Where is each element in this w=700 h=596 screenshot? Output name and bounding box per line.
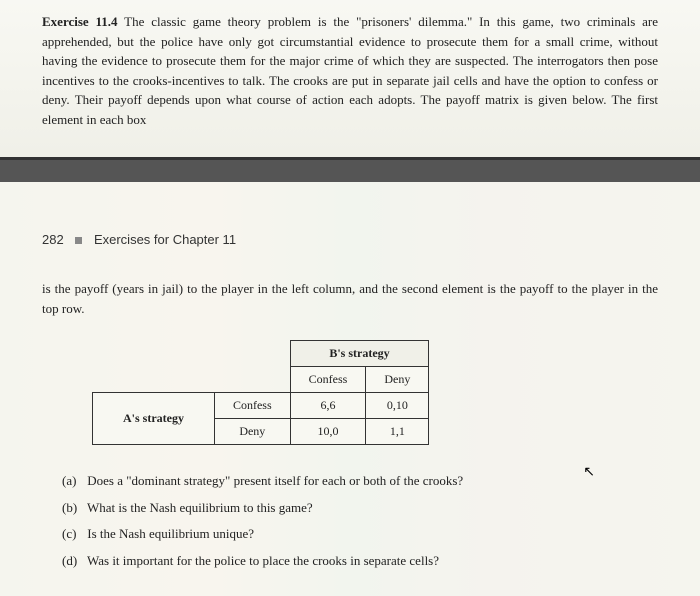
row-header: Deny	[214, 419, 290, 445]
question-label: (d)	[62, 549, 84, 574]
payoff-cell: 0,10	[366, 393, 429, 419]
table-row: Confess Deny	[93, 367, 429, 393]
question-item: (a) Does a "dominant strategy" present i…	[62, 469, 658, 494]
empty-cell	[214, 367, 290, 393]
col-group-header: B's strategy	[290, 341, 429, 367]
question-text: Was it important for the police to place…	[87, 553, 439, 568]
chapter-title: Exercises for Chapter 11	[94, 232, 236, 247]
col-header: Deny	[366, 367, 429, 393]
col-header: Confess	[290, 367, 366, 393]
question-label: (a)	[62, 469, 84, 494]
row-header: Confess	[214, 393, 290, 419]
payoff-cell: 10,0	[290, 419, 366, 445]
continuation-text: is the payoff (years in jail) to the pla…	[42, 279, 658, 318]
exercise-paragraph: Exercise 11.4 The classic game theory pr…	[42, 12, 658, 129]
question-item: (b) What is the Nash equilibrium to this…	[62, 496, 658, 521]
question-item: (c) Is the Nash equilibrium unique?	[62, 522, 658, 547]
empty-cell	[214, 341, 290, 367]
payoff-cell: 6,6	[290, 393, 366, 419]
square-bullet-icon	[75, 237, 82, 244]
empty-cell	[93, 367, 215, 393]
table-row: B's strategy	[93, 341, 429, 367]
question-text: What is the Nash equilibrium to this gam…	[87, 500, 313, 515]
exercise-label: Exercise 11.4	[42, 14, 118, 29]
payoff-cell: 1,1	[366, 419, 429, 445]
payoff-matrix-table: B's strategy Confess Deny A's strategy C…	[92, 340, 429, 445]
question-text: Is the Nash equilibrium unique?	[87, 526, 254, 541]
row-group-header: A's strategy	[93, 393, 215, 445]
top-page-section: Exercise 11.4 The classic game theory pr…	[0, 0, 700, 160]
question-label: (c)	[62, 522, 84, 547]
exercise-text: The classic game theory problem is the "…	[42, 14, 658, 127]
table-row: A's strategy Confess 6,6 0,10	[93, 393, 429, 419]
page-number: 282	[42, 232, 64, 247]
cursor-icon: ↖	[583, 464, 595, 481]
empty-cell	[93, 341, 215, 367]
question-text: Does a "dominant strategy" present itsel…	[87, 473, 463, 488]
question-label: (b)	[62, 496, 84, 521]
bottom-page-section: 282 Exercises for Chapter 11 is the payo…	[0, 182, 700, 596]
question-item: (d) Was it important for the police to p…	[62, 549, 658, 574]
questions-list: (a) Does a "dominant strategy" present i…	[62, 469, 658, 574]
page-divider	[0, 160, 700, 182]
page-header: 282 Exercises for Chapter 11	[42, 232, 658, 247]
